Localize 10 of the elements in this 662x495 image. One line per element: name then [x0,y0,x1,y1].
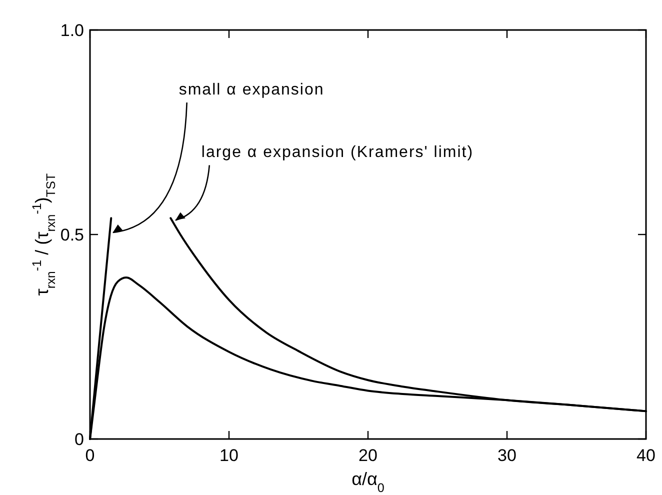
y-tick-label: 0 [74,430,84,449]
x-axis-title: α/α$_{0}$ [352,469,384,495]
annotation: large α expansion (Kramers' limit) [201,144,474,162]
x-tick-label: 10 [220,446,238,465]
annotation: small α expansion [178,82,324,98]
x-tick-label: 30 [498,446,516,465]
x-tick-label: 20 [358,446,378,465]
y-tick-label: 0.5 [60,226,84,244]
y-tick-label: 1.0 [60,21,84,40]
x-tick-label: 40 [636,446,656,465]
